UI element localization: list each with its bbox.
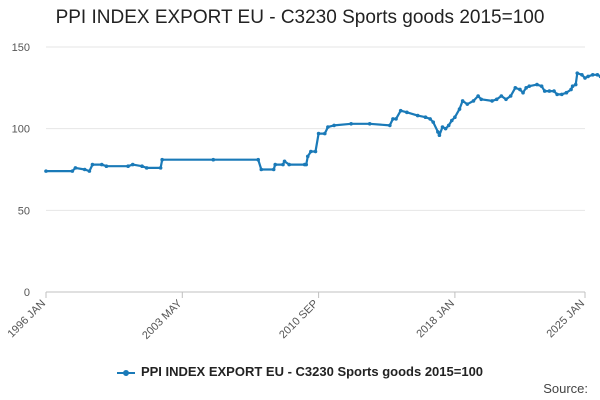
data-point <box>140 164 144 169</box>
data-point <box>305 154 310 159</box>
x-tick-label: 2010 SEP <box>277 298 321 342</box>
data-point <box>82 167 87 172</box>
y-tick-label: 100 <box>12 124 30 136</box>
data-point <box>490 99 494 103</box>
data-point <box>527 84 532 88</box>
data-point <box>542 89 547 93</box>
data-point <box>460 99 465 103</box>
data-point <box>494 97 499 102</box>
data-point <box>104 164 109 169</box>
y-tick-label: 0 <box>24 287 30 299</box>
data-point <box>99 162 104 167</box>
data-point <box>259 167 264 172</box>
data-point <box>436 130 440 134</box>
data-point <box>518 87 522 92</box>
data-point <box>304 162 309 167</box>
data-point <box>398 108 403 113</box>
data-point <box>211 157 216 162</box>
data-point <box>391 117 395 121</box>
data-point <box>316 131 321 136</box>
data-point <box>431 120 436 124</box>
data-point <box>570 84 575 88</box>
data-point <box>281 162 285 167</box>
data-point <box>476 94 480 98</box>
data-point <box>539 84 544 88</box>
data-point <box>309 149 313 154</box>
data-point <box>256 157 260 162</box>
data-point <box>349 121 353 126</box>
legend-swatch <box>116 369 135 376</box>
data-point <box>583 76 587 80</box>
x-tick-label: 1996 JAN <box>5 298 48 341</box>
data-point <box>70 169 75 173</box>
data-point <box>282 159 287 164</box>
series-layer <box>44 71 600 173</box>
data-point <box>457 107 462 111</box>
data-point <box>586 74 590 79</box>
data-point <box>508 94 513 98</box>
legend[interactable]: PPI INDEX EXPORT EU - C3230 Sports goods… <box>0 364 600 379</box>
data-point <box>287 162 291 167</box>
data-point <box>388 123 392 128</box>
source-label: Source: <box>543 381 588 396</box>
data-point <box>575 71 580 75</box>
data-point <box>158 166 163 170</box>
x-tick-label: 2018 JAN <box>414 298 457 341</box>
data-point <box>367 121 372 126</box>
data-point <box>332 123 336 128</box>
data-point <box>144 166 149 170</box>
data-point <box>428 117 432 121</box>
chart-title: PPI INDEX EXPORT EU - C3230 Sports goods… <box>55 7 545 28</box>
data-point <box>326 125 330 129</box>
data-point <box>547 89 552 93</box>
data-point <box>126 164 130 169</box>
data-point <box>394 117 398 121</box>
axes: 0 50 100 150 1996 JAN 2003 MAY 2010 SEP 2018 JA… <box>5 42 587 342</box>
data-point <box>130 162 135 167</box>
data-point <box>524 86 528 90</box>
data-point <box>499 94 504 98</box>
data-point <box>160 157 164 162</box>
data-point <box>580 72 584 77</box>
data-point <box>405 110 409 115</box>
data-point <box>590 72 595 77</box>
x-tick-label: 2025 JAN <box>544 298 587 341</box>
data-point <box>271 167 276 172</box>
data-point <box>479 97 484 102</box>
data-point <box>415 113 420 118</box>
data-point <box>440 125 445 129</box>
gridlines <box>46 46 585 211</box>
data-point <box>90 162 95 167</box>
data-point <box>535 82 539 87</box>
data-point <box>555 92 559 97</box>
data-point <box>273 162 278 167</box>
data-point <box>449 118 454 123</box>
data-point <box>521 90 525 95</box>
data-point <box>471 99 476 103</box>
data-point <box>513 86 518 90</box>
data-point <box>73 166 78 170</box>
x-tick-label: 2003 MAY <box>140 297 185 342</box>
data-point <box>552 89 556 93</box>
data-point <box>569 87 573 92</box>
data-point <box>446 123 451 128</box>
data-point <box>322 131 327 136</box>
data-point <box>423 115 428 120</box>
data-point <box>313 149 318 154</box>
data-point <box>453 115 457 120</box>
data-point <box>559 92 564 97</box>
data-point <box>564 90 569 95</box>
data-point <box>504 97 508 102</box>
data-point <box>87 169 92 173</box>
data-point <box>595 72 600 77</box>
data-point <box>465 102 470 106</box>
data-point <box>573 82 578 87</box>
y-tick-label: 50 <box>18 205 30 217</box>
data-point <box>443 126 448 131</box>
data-point <box>437 133 442 137</box>
y-tick-label: 150 <box>12 42 30 54</box>
data-point <box>44 169 48 173</box>
legend-label: PPI INDEX EXPORT EU - C3230 Sports goods… <box>140 364 484 379</box>
